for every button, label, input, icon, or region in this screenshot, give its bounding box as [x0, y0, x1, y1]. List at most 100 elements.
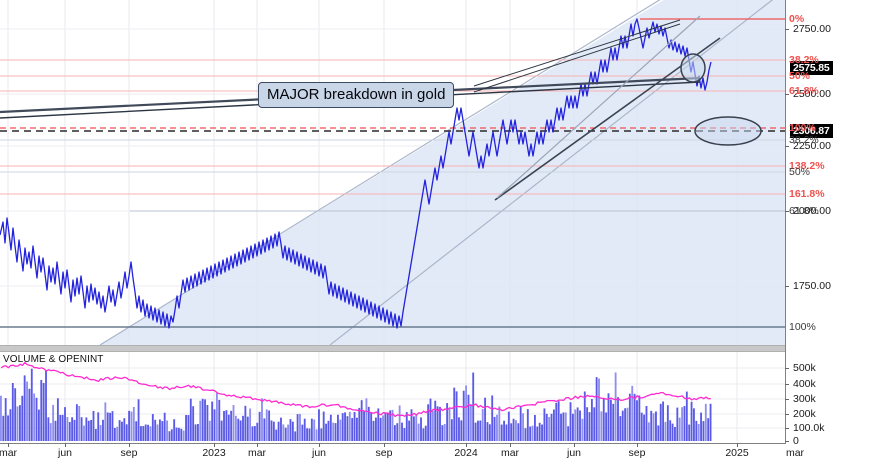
volume-bar — [123, 418, 126, 441]
volume-bar — [180, 428, 183, 441]
time-axis-line — [0, 443, 786, 445]
time-tick-mark — [384, 443, 385, 447]
volume-bar — [657, 425, 660, 441]
volume-bar — [353, 412, 356, 441]
volume-bar — [363, 411, 365, 441]
volume-tick-mark — [785, 384, 789, 385]
volume-bar — [170, 429, 173, 441]
volume-bar — [574, 409, 577, 441]
volume-bar — [287, 424, 290, 441]
volume-bar — [443, 424, 446, 441]
fib-level-label-red: 61.8% — [789, 85, 819, 97]
volume-bar — [638, 395, 641, 441]
volume-bar — [220, 420, 223, 441]
volume-bar — [234, 415, 237, 441]
volume-bar — [595, 377, 598, 441]
volume-bar — [431, 410, 434, 441]
volume-bar — [156, 424, 159, 441]
volume-bar — [605, 412, 608, 441]
volume-bar — [576, 407, 579, 441]
volume-bar — [465, 385, 468, 441]
volume-bar — [337, 414, 339, 441]
volume-bar — [659, 403, 662, 441]
volume-bar — [391, 409, 394, 441]
volume-bar — [320, 428, 323, 441]
time-tick-label: mar — [0, 447, 18, 459]
volume-bar — [54, 420, 57, 441]
volume-bar — [695, 420, 698, 441]
volume-bar — [401, 422, 403, 441]
volume-bar — [268, 410, 271, 441]
volume-bar — [598, 378, 600, 441]
volume-tick-mark — [785, 368, 789, 369]
volume-bar — [386, 412, 389, 441]
volume-bar — [99, 425, 102, 441]
price-tick-mark — [785, 211, 789, 212]
volume-tick-label: 100.0k — [793, 422, 825, 434]
volume-bar — [510, 423, 513, 441]
volume-bar — [581, 418, 584, 441]
volume-bar — [481, 409, 484, 441]
volume-bar — [429, 398, 432, 441]
volume-bar — [151, 414, 154, 441]
volume-tick-mark — [785, 414, 789, 415]
volume-bar — [80, 417, 83, 441]
volume-bar — [643, 414, 646, 441]
volume-bar — [154, 419, 157, 441]
fib-level-label-gray: 38.2% — [789, 134, 819, 146]
volume-bar — [4, 398, 7, 441]
volume-bar — [517, 423, 520, 441]
volume-bar — [310, 418, 313, 441]
volume-bar — [277, 421, 280, 441]
volume-bar — [106, 412, 109, 441]
volume-bar — [631, 385, 634, 441]
volume-tick-mark — [785, 428, 789, 429]
pane-separator — [0, 345, 785, 352]
time-tick-label: sep — [375, 447, 393, 459]
volume-bar — [356, 417, 358, 441]
volume-bar — [258, 411, 261, 441]
volume-bar — [40, 380, 43, 441]
price-axis-line — [785, 0, 787, 444]
volume-bar — [543, 408, 546, 441]
volume-bar — [175, 427, 178, 441]
volume-bar — [9, 409, 12, 441]
fib-level-label-red: 38.2% — [789, 54, 819, 66]
volume-bar — [52, 404, 55, 441]
volume-bar — [83, 425, 85, 441]
volume-bar — [621, 410, 624, 441]
volume-bar — [334, 423, 337, 441]
volume-bar — [358, 407, 361, 441]
volume-bar — [140, 426, 142, 441]
volume-bar — [697, 424, 700, 441]
volume-bar — [0, 395, 2, 441]
volume-bar — [619, 416, 622, 441]
volume-bar — [557, 401, 560, 441]
volume-bar — [213, 409, 216, 441]
volume-bar — [441, 425, 444, 441]
volume-bar — [472, 372, 475, 441]
volume-bar — [327, 420, 330, 441]
volume-bar — [652, 413, 655, 441]
volume-bar — [339, 419, 342, 441]
time-tick-mark — [257, 443, 258, 447]
volume-bar — [367, 406, 370, 441]
volume-bar — [239, 420, 242, 441]
time-tick-mark — [637, 443, 638, 447]
volume-bar — [246, 416, 249, 441]
volume-bar — [550, 413, 553, 441]
fib-level-label-red: 100% — [789, 122, 816, 134]
volume-bar — [583, 391, 586, 441]
volume-bar — [477, 420, 479, 441]
volume-bar — [681, 407, 683, 441]
volume-bar — [182, 430, 185, 441]
volume-bar — [303, 418, 306, 441]
volume-bar — [28, 388, 31, 441]
volume-bar — [524, 428, 527, 441]
volume-pane-title: VOLUME & OPENINT — [3, 354, 104, 365]
volume-bar — [128, 410, 131, 441]
price-tick-label: 2750.00 — [793, 23, 831, 35]
volume-bar — [253, 426, 256, 441]
volume-bar — [256, 422, 259, 441]
volume-bar — [18, 405, 21, 441]
